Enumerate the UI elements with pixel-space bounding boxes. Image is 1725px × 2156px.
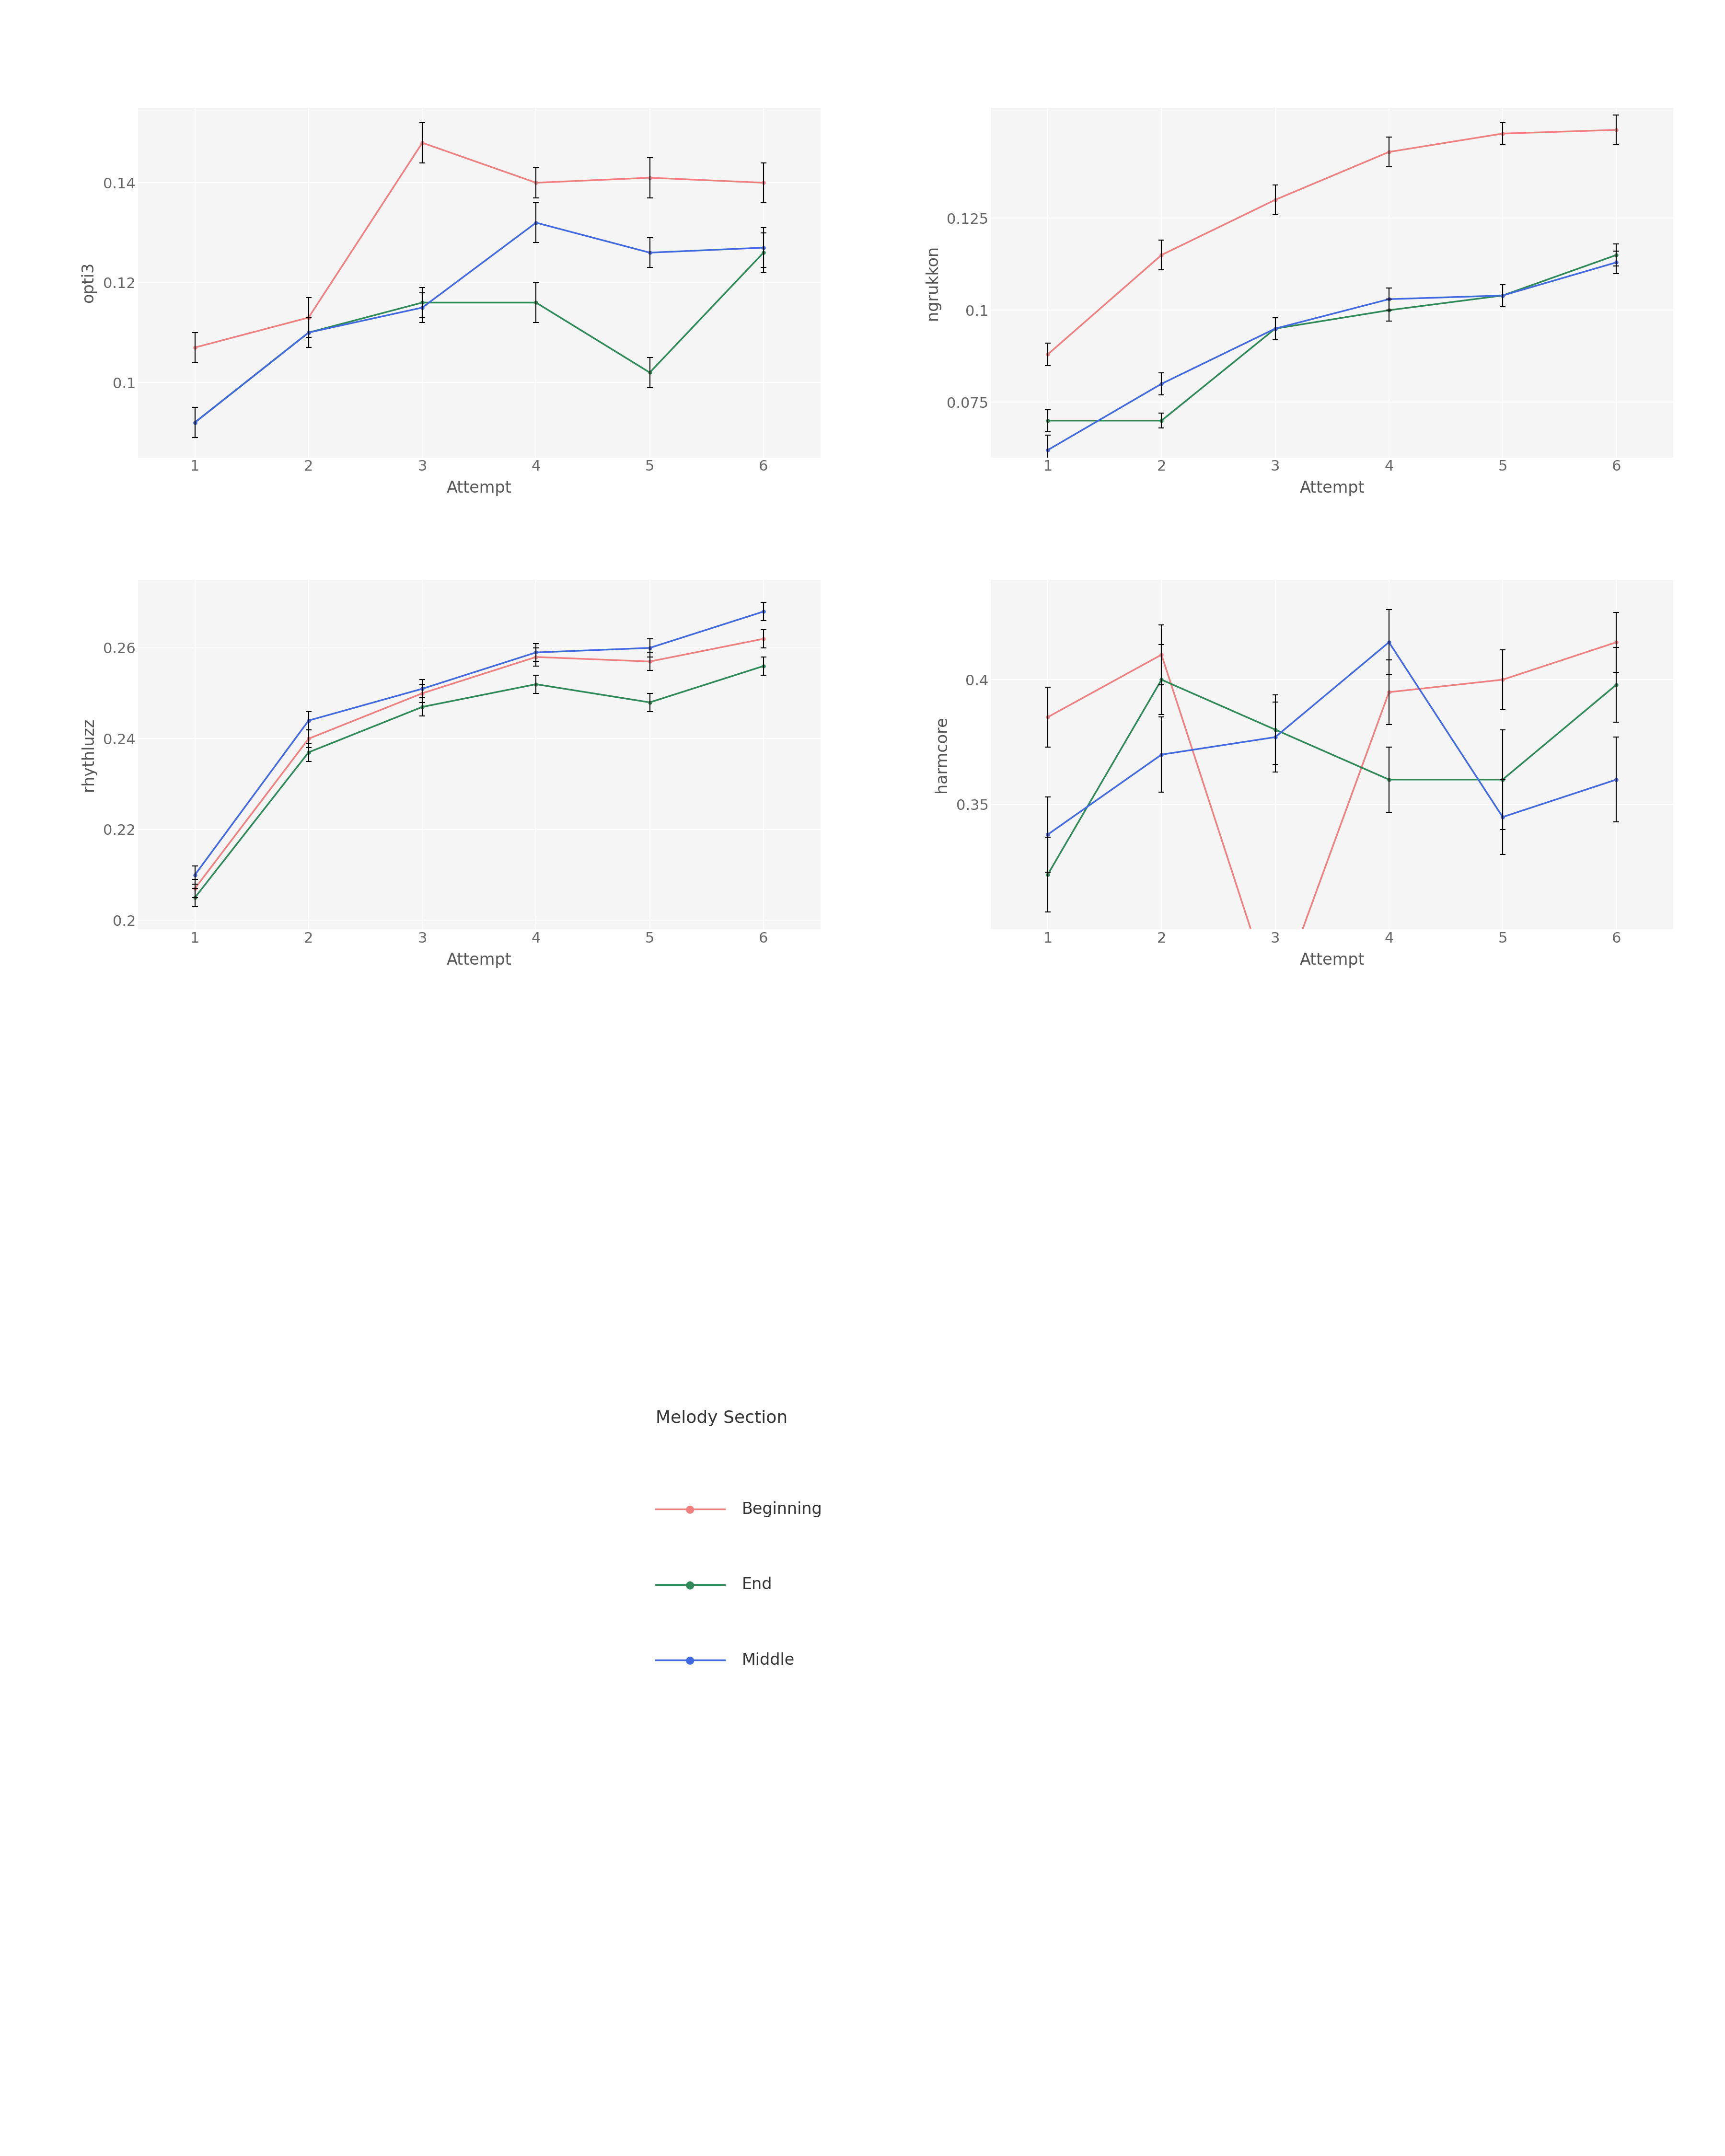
Text: End: End (742, 1576, 773, 1593)
X-axis label: Attempt: Attempt (1299, 481, 1364, 496)
X-axis label: Attempt: Attempt (1299, 953, 1364, 968)
X-axis label: Attempt: Attempt (447, 481, 512, 496)
Text: ●: ● (685, 1505, 695, 1514)
X-axis label: Attempt: Attempt (447, 953, 512, 968)
Text: ●: ● (685, 1580, 695, 1589)
Y-axis label: ngrukkon: ngrukkon (925, 246, 940, 319)
Text: Beginning: Beginning (742, 1501, 823, 1518)
Text: Melody Section: Melody Section (656, 1410, 787, 1427)
Y-axis label: opti3: opti3 (81, 263, 97, 304)
Y-axis label: harmcore: harmcore (933, 716, 949, 793)
Text: ●: ● (685, 1656, 695, 1664)
Y-axis label: rhythluzz: rhythluzz (81, 718, 97, 791)
Text: Middle: Middle (742, 1651, 795, 1669)
